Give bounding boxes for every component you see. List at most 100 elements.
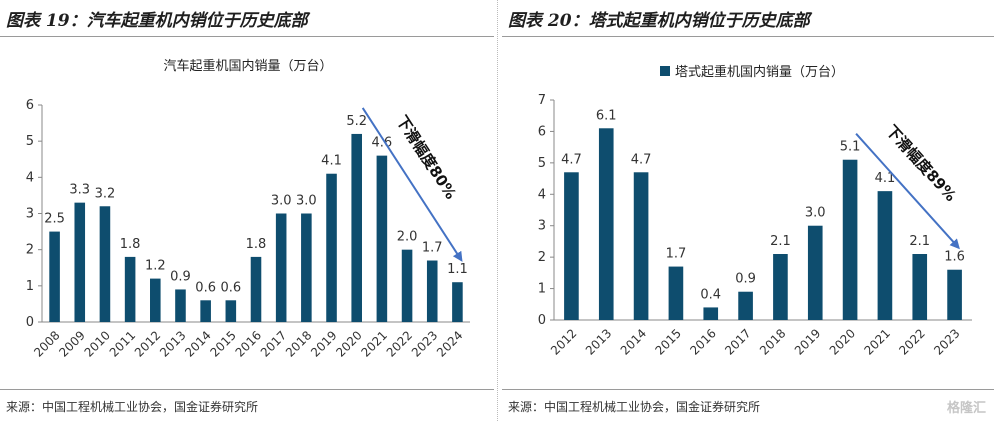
x-tick-label: 2016 bbox=[687, 326, 718, 357]
x-tick-label: 2015 bbox=[207, 328, 238, 359]
bar bbox=[99, 206, 111, 322]
data-label: 0.9 bbox=[170, 269, 191, 284]
y-tick-label: 3 bbox=[538, 219, 546, 234]
bar bbox=[376, 155, 388, 322]
bar bbox=[703, 307, 719, 320]
data-label: 1.6 bbox=[944, 250, 965, 265]
data-label: 0.9 bbox=[735, 272, 756, 287]
figure-19-panel: 图表 19：汽车起重机内销位于历史底部 汽车起重机国内销量（万台） 0 1 2 3 4 5 6… bbox=[0, 0, 494, 421]
bar bbox=[807, 225, 823, 320]
x-tick-label: 2013 bbox=[583, 326, 614, 357]
x-tick-label: 2015 bbox=[653, 326, 684, 357]
y-tick-label: 6 bbox=[26, 98, 34, 113]
chart-title: 汽车起重机国内销量（万台） bbox=[163, 58, 332, 74]
data-label: 3.2 bbox=[95, 186, 116, 201]
figure-19-title: 图表 19：汽车起重机内销位于历史底部 bbox=[6, 11, 308, 31]
decline-annotation: 下滑幅度80% bbox=[393, 112, 460, 202]
truck-crane-chart-svg: 汽车起重机国内销量（万台） 0 1 2 3 4 5 6 2.5 2008 3.3 2009 3.2 201… bbox=[26, 58, 470, 360]
bar bbox=[150, 278, 161, 322]
data-label: 4.1 bbox=[875, 171, 896, 186]
x-tick-label: 2013 bbox=[157, 328, 188, 359]
data-label: 5.1 bbox=[840, 140, 861, 155]
x-tick-label: 2008 bbox=[31, 328, 62, 359]
data-label: 2.5 bbox=[44, 212, 65, 227]
x-tick-label: 2014 bbox=[182, 328, 213, 359]
bar bbox=[668, 266, 684, 320]
figure-19-source: 来源：中国工程机械工业协会，国金证券研究所 bbox=[6, 400, 259, 414]
bar bbox=[598, 128, 614, 320]
figure-19-bottom-rule bbox=[0, 389, 494, 390]
data-label: 5.2 bbox=[346, 114, 367, 129]
truck-crane-chart: 汽车起重机国内销量（万台） 0 1 2 3 4 5 6 2.5 2008 3.3 2009 3.2 201… bbox=[8, 42, 486, 391]
data-label: 3.3 bbox=[69, 183, 90, 198]
y-tick-label: 7 bbox=[538, 93, 546, 108]
x-tick-label: 2017 bbox=[722, 326, 753, 357]
bar bbox=[426, 260, 438, 322]
x-tick-label: 2019 bbox=[792, 326, 823, 357]
bar bbox=[351, 133, 362, 322]
x-tick-label: 2018 bbox=[283, 328, 314, 359]
bar bbox=[842, 159, 858, 320]
data-label: 2.1 bbox=[770, 234, 791, 249]
data-label: 4.7 bbox=[561, 152, 582, 167]
tower-crane-chart: 塔式起重机国内销量（万台） 0 1 2 3 4 5 6 7 4.7 2012 6.1 2013 4.7 20… bbox=[510, 42, 986, 391]
x-tick-label: 2021 bbox=[862, 326, 893, 357]
bar bbox=[49, 231, 60, 322]
bar bbox=[275, 213, 287, 322]
bar bbox=[947, 269, 962, 320]
decline-annotation: 下滑幅度89% bbox=[882, 122, 960, 205]
data-label: 1.8 bbox=[246, 237, 267, 252]
x-tick-label: 2022 bbox=[896, 326, 927, 357]
data-label: 3.0 bbox=[271, 194, 292, 209]
y-tick-label: 1 bbox=[538, 282, 546, 297]
legend-swatch bbox=[660, 66, 670, 76]
bar bbox=[773, 254, 788, 320]
bar bbox=[633, 172, 649, 320]
bar bbox=[74, 202, 86, 322]
data-label: 1.1 bbox=[447, 262, 468, 277]
x-tick-label: 2009 bbox=[56, 328, 87, 359]
y-tick-label: 3 bbox=[26, 207, 34, 222]
x-tick-label: 2024 bbox=[434, 328, 465, 359]
y-tick-label: 6 bbox=[538, 124, 546, 139]
y-tick-label: 5 bbox=[538, 156, 546, 171]
figure-20-bottom-rule bbox=[502, 389, 994, 390]
data-label: 4.1 bbox=[321, 154, 342, 169]
data-label: 0.6 bbox=[220, 280, 241, 295]
decline-arrow bbox=[361, 107, 463, 262]
data-label: 1.8 bbox=[120, 237, 141, 252]
bar bbox=[225, 300, 237, 322]
x-tick-label: 2021 bbox=[359, 328, 390, 359]
x-tick-label: 2011 bbox=[107, 328, 138, 359]
y-tick-label: 5 bbox=[26, 134, 34, 149]
data-label: 3.0 bbox=[805, 206, 826, 221]
x-tick-label: 2017 bbox=[258, 328, 289, 359]
y-tick-label: 4 bbox=[538, 187, 546, 202]
x-tick-label: 2012 bbox=[132, 328, 163, 359]
data-label: 4.7 bbox=[631, 152, 652, 167]
y-tick-label: 4 bbox=[26, 170, 34, 185]
figure-20-source: 来源：中国工程机械工业协会，国金证券研究所 bbox=[508, 400, 761, 414]
data-label: 0.6 bbox=[195, 280, 216, 295]
bar bbox=[124, 256, 136, 322]
bar bbox=[912, 254, 928, 320]
panel-divider bbox=[497, 0, 498, 421]
y-tick-label: 1 bbox=[26, 279, 34, 294]
bar bbox=[301, 213, 312, 322]
data-label: 3.0 bbox=[296, 194, 317, 209]
figure-20-title: 图表 20：塔式起重机内销位于历史底部 bbox=[508, 11, 810, 31]
x-tick-label: 2023 bbox=[931, 326, 962, 357]
data-label: 0.4 bbox=[700, 287, 721, 302]
x-tick-label: 2023 bbox=[409, 328, 440, 359]
data-label: 6.1 bbox=[596, 108, 617, 123]
x-tick-label: 2019 bbox=[308, 328, 339, 359]
x-tick-label: 2010 bbox=[82, 328, 113, 359]
bar bbox=[326, 173, 337, 322]
bar bbox=[200, 300, 211, 322]
data-label: 1.2 bbox=[145, 259, 166, 274]
data-label: 1.7 bbox=[422, 241, 443, 256]
legend-label: 塔式起重机国内销量（万台） bbox=[675, 64, 844, 80]
figure-20-top-rule bbox=[502, 36, 994, 37]
data-label: 1.7 bbox=[666, 247, 687, 262]
watermark-logo: 格隆汇 bbox=[946, 401, 986, 416]
